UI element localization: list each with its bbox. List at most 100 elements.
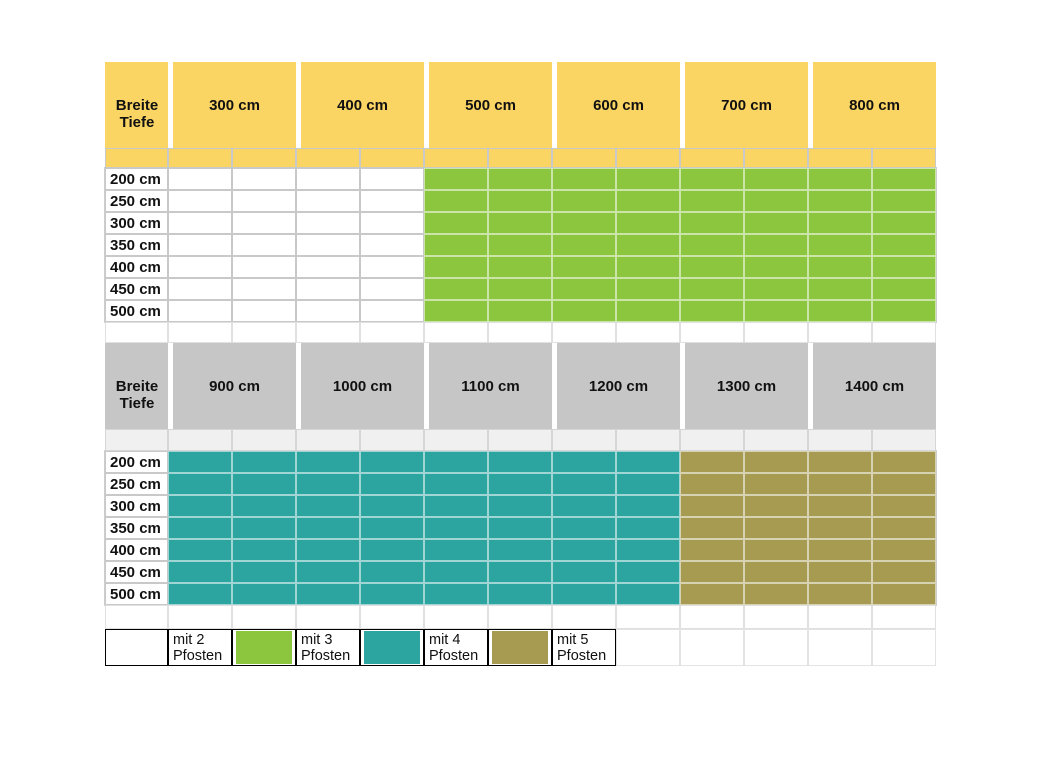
strip-cell	[616, 429, 680, 451]
data-cell-green	[424, 212, 488, 234]
data-cell-green	[872, 234, 936, 256]
strip-cell	[168, 148, 232, 168]
data-cell-green	[744, 256, 808, 278]
row-label-450-cm: 450 cm	[105, 561, 168, 583]
row-label-200-cm: 200 cm	[105, 451, 168, 473]
data-cell-olive	[744, 561, 808, 583]
data-cell-teal	[168, 561, 232, 583]
data-cell-white	[168, 168, 232, 190]
strip-cell	[296, 148, 360, 168]
data-cell-green	[616, 168, 680, 190]
data-cell-teal	[168, 517, 232, 539]
data-cell-green	[616, 256, 680, 278]
data-cell-olive	[872, 539, 936, 561]
data-cell-olive	[808, 451, 872, 473]
data-cell-teal	[296, 495, 360, 517]
spacer-cell	[296, 605, 360, 629]
strip-cell	[872, 429, 936, 451]
table2-col-header-1200: 1200 cm	[552, 343, 680, 429]
grid-cell	[808, 629, 872, 666]
data-cell-teal	[424, 451, 488, 473]
table1-col-header-500: 500 cm	[424, 62, 552, 148]
data-cell-teal	[232, 583, 296, 605]
data-cell-green	[744, 300, 808, 322]
strip-cell	[552, 429, 616, 451]
data-cell-green	[552, 278, 616, 300]
grid-cell	[872, 629, 936, 666]
strip-cell	[360, 148, 424, 168]
data-cell-green	[488, 234, 552, 256]
data-cell-teal	[296, 539, 360, 561]
spacer-cell	[552, 322, 616, 343]
data-cell-white	[168, 300, 232, 322]
data-cell-teal	[168, 583, 232, 605]
strip-cell	[296, 429, 360, 451]
table1-body: 200 cm 250 cm 300 cm 350 cm 400 cm 450 cm 500 …	[105, 168, 936, 322]
data-cell-teal	[232, 539, 296, 561]
data-cell-teal	[360, 539, 424, 561]
data-cell-olive	[744, 517, 808, 539]
strip-cell	[488, 148, 552, 168]
data-cell-white	[296, 278, 360, 300]
spacer-cell	[488, 322, 552, 343]
data-cell-green	[744, 190, 808, 212]
row-label-300-cm: 300 cm	[105, 212, 168, 234]
spacer-cell	[168, 322, 232, 343]
grid-cell	[616, 629, 680, 666]
data-cell-green	[680, 256, 744, 278]
spacer-cell	[360, 322, 424, 343]
strip-cell	[424, 148, 488, 168]
strip-cell	[232, 429, 296, 451]
table2-corner-cell: Breite Tiefe	[105, 343, 168, 429]
data-cell-green	[488, 212, 552, 234]
legend-swatch-olive	[488, 629, 552, 666]
data-cell-green	[616, 278, 680, 300]
data-cell-teal	[424, 561, 488, 583]
strip-cell	[105, 429, 168, 451]
data-cell-green	[616, 212, 680, 234]
data-cell-white	[360, 168, 424, 190]
strip-cell	[360, 429, 424, 451]
spacer-cell	[552, 605, 616, 629]
data-cell-green	[744, 168, 808, 190]
strip-cell	[168, 429, 232, 451]
strip-cell	[552, 148, 616, 168]
data-cell-green	[808, 256, 872, 278]
strip-cell	[105, 148, 168, 168]
data-cell-teal	[168, 495, 232, 517]
data-cell-teal	[616, 495, 680, 517]
data-cell-teal	[488, 583, 552, 605]
strip-cell	[424, 429, 488, 451]
data-cell-green	[808, 278, 872, 300]
strip-cell	[232, 148, 296, 168]
data-cell-teal	[488, 451, 552, 473]
data-cell-teal	[616, 539, 680, 561]
legend-label: mit 3 Pfosten	[296, 629, 360, 666]
legend-swatch-green	[232, 629, 296, 666]
legend-label: mit 5 Pfosten	[552, 629, 616, 666]
spacer-cell	[105, 605, 168, 629]
spacer-cell	[424, 605, 488, 629]
data-cell-teal	[616, 451, 680, 473]
data-cell-teal	[552, 451, 616, 473]
data-cell-teal	[488, 561, 552, 583]
data-cell-teal	[296, 473, 360, 495]
table2-col-header-900: 900 cm	[168, 343, 296, 429]
table1-corner-cell: Breite Tiefe	[105, 62, 168, 148]
data-cell-green	[552, 256, 616, 278]
strip-cell	[872, 148, 936, 168]
data-cell-green	[744, 234, 808, 256]
data-cell-teal	[232, 473, 296, 495]
spacer-cell	[872, 322, 936, 343]
data-cell-teal	[296, 583, 360, 605]
data-cell-white	[296, 300, 360, 322]
spacer-cell	[680, 322, 744, 343]
table2-tiefe-label: Tiefe	[119, 395, 155, 412]
data-cell-olive	[744, 473, 808, 495]
data-cell-white	[232, 190, 296, 212]
data-cell-green	[552, 234, 616, 256]
table1-col-header-800: 800 cm	[808, 62, 936, 148]
table1-col-header-600: 600 cm	[552, 62, 680, 148]
data-cell-teal	[360, 583, 424, 605]
table2-col-header-1400: 1400 cm	[808, 343, 936, 429]
